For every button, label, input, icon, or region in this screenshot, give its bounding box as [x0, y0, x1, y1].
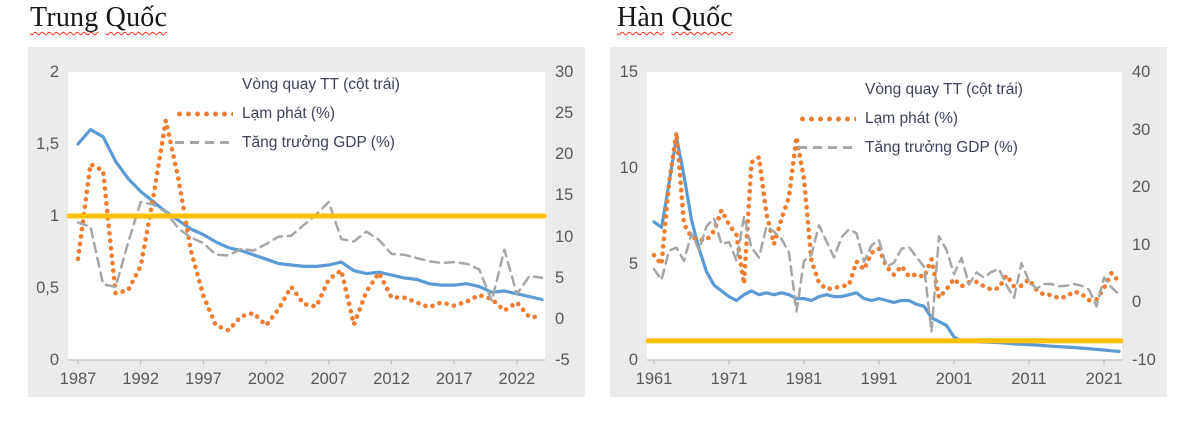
legend-item-velocity: Vòng quay TT (cột trái) — [175, 70, 400, 99]
x-axis-tick-label: 2007 — [310, 370, 348, 388]
plot-area-svg — [645, 72, 1124, 365]
right-axis-tick-label: 20 — [1132, 178, 1151, 197]
dotted-line-swatch-icon — [175, 110, 233, 117]
legend-item-inflation: Lạm phát (%) — [798, 104, 1023, 133]
x-axis-tick-label: 1961 — [635, 370, 673, 388]
legend-label: Lạm phát (%) — [242, 104, 336, 122]
right-axis-tick-label: 0 — [1132, 293, 1142, 312]
right-axis-tick-label: 5 — [555, 268, 565, 287]
right-axis-tick-label: 30 — [1132, 120, 1151, 139]
left-axis-tick-label: 5 — [628, 255, 638, 273]
left-axis-tick-label: 15 — [619, 63, 638, 81]
dashed-line-swatch-icon — [798, 146, 856, 149]
x-axis-tick-label: 2021 — [1085, 370, 1123, 388]
x-axis-tick-label: 2011 — [1011, 370, 1047, 388]
legend-label: Tăng trưởng GDP (%) — [242, 133, 395, 151]
x-axis-tick-label: 1997 — [185, 370, 222, 388]
right-axis-tick-label: 10 — [555, 227, 574, 246]
right-axis-tick-label: 25 — [555, 104, 574, 123]
legend-label: Tăng trưởng GDP (%) — [865, 138, 1018, 156]
chart-panel-korea: Vòng quay TT (cột trái) Lạm phát (%) Tăn… — [610, 47, 1167, 397]
left-axis-tick-label: 1 — [49, 207, 59, 225]
left-axis-tick-label: 0,5 — [36, 279, 59, 297]
x-axis-tick-label: 2012 — [373, 370, 410, 388]
title-word: Quốc — [671, 2, 733, 33]
legend-item-inflation: Lạm phát (%) — [175, 99, 400, 128]
left-axis-tick-label: 1,5 — [36, 135, 59, 153]
legend-item-velocity: Vòng quay TT (cột trái) — [798, 75, 1023, 104]
x-axis-tick-label: 1971 — [710, 370, 748, 388]
legend-label: Vòng quay TT (cột trái) — [242, 75, 400, 93]
legend-label: Vòng quay TT (cột trái) — [865, 80, 1023, 98]
x-axis-tick-label: 2001 — [935, 370, 973, 388]
legend-item-gdp: Tăng trưởng GDP (%) — [175, 128, 400, 157]
right-axis-tick-label: 10 — [1132, 235, 1151, 254]
legend-korea: Vòng quay TT (cột trái) Lạm phát (%) Tăn… — [798, 75, 1023, 162]
right-axis-tick-label: 0 — [555, 309, 565, 328]
chart-korea: Hàn Quốc Vòng quay TT (cột trái) Lạm phá… — [582, 0, 1182, 427]
chart-china: Trung Quốc Vòng quay TT (cột trái) Lạm p… — [28, 2, 585, 397]
right-axis-tick-label: -10 — [1132, 351, 1156, 369]
x-axis-tick-label: 2002 — [247, 370, 285, 388]
x-axis-tick-label: 1987 — [59, 370, 97, 388]
x-axis-tick-label: 2022 — [498, 370, 536, 388]
left-axis-tick-label: 0 — [628, 351, 638, 369]
title-word: Quốc — [105, 2, 168, 33]
chart-panel-china: Vòng quay TT (cột trái) Lạm phát (%) Tăn… — [28, 47, 585, 397]
x-axis-tick-label: 1981 — [785, 370, 823, 388]
legend-china: Vòng quay TT (cột trái) Lạm phát (%) Tăn… — [175, 70, 400, 157]
chart-title-korea: Hàn Quốc — [617, 2, 733, 34]
right-axis-tick-label: 30 — [555, 63, 574, 81]
right-axis-tick-label: 20 — [555, 145, 574, 164]
right-axis-tick-label: -5 — [555, 351, 570, 369]
left-axis-tick-label: 10 — [619, 159, 638, 177]
legend-item-gdp: Tăng trưởng GDP (%) — [798, 133, 1023, 162]
title-word: Hàn — [617, 2, 665, 33]
chart-title-china: Trung Quốc — [30, 2, 167, 34]
dotted-line-swatch-icon — [798, 115, 856, 122]
x-axis-tick-label: 1991 — [860, 370, 898, 388]
plot-area-svg — [66, 72, 547, 365]
left-axis-tick-label: 2 — [49, 63, 59, 81]
legend-label: Lạm phát (%) — [865, 109, 959, 127]
right-axis-tick-label: 15 — [555, 186, 574, 205]
title-word: Trung — [30, 2, 99, 33]
left-axis-tick-label: 0 — [49, 351, 59, 369]
x-axis-tick-label: 1992 — [122, 370, 160, 388]
x-axis-tick-label: 2017 — [435, 370, 473, 388]
dashed-line-swatch-icon — [175, 141, 233, 144]
right-axis-tick-label: 40 — [1132, 63, 1151, 81]
